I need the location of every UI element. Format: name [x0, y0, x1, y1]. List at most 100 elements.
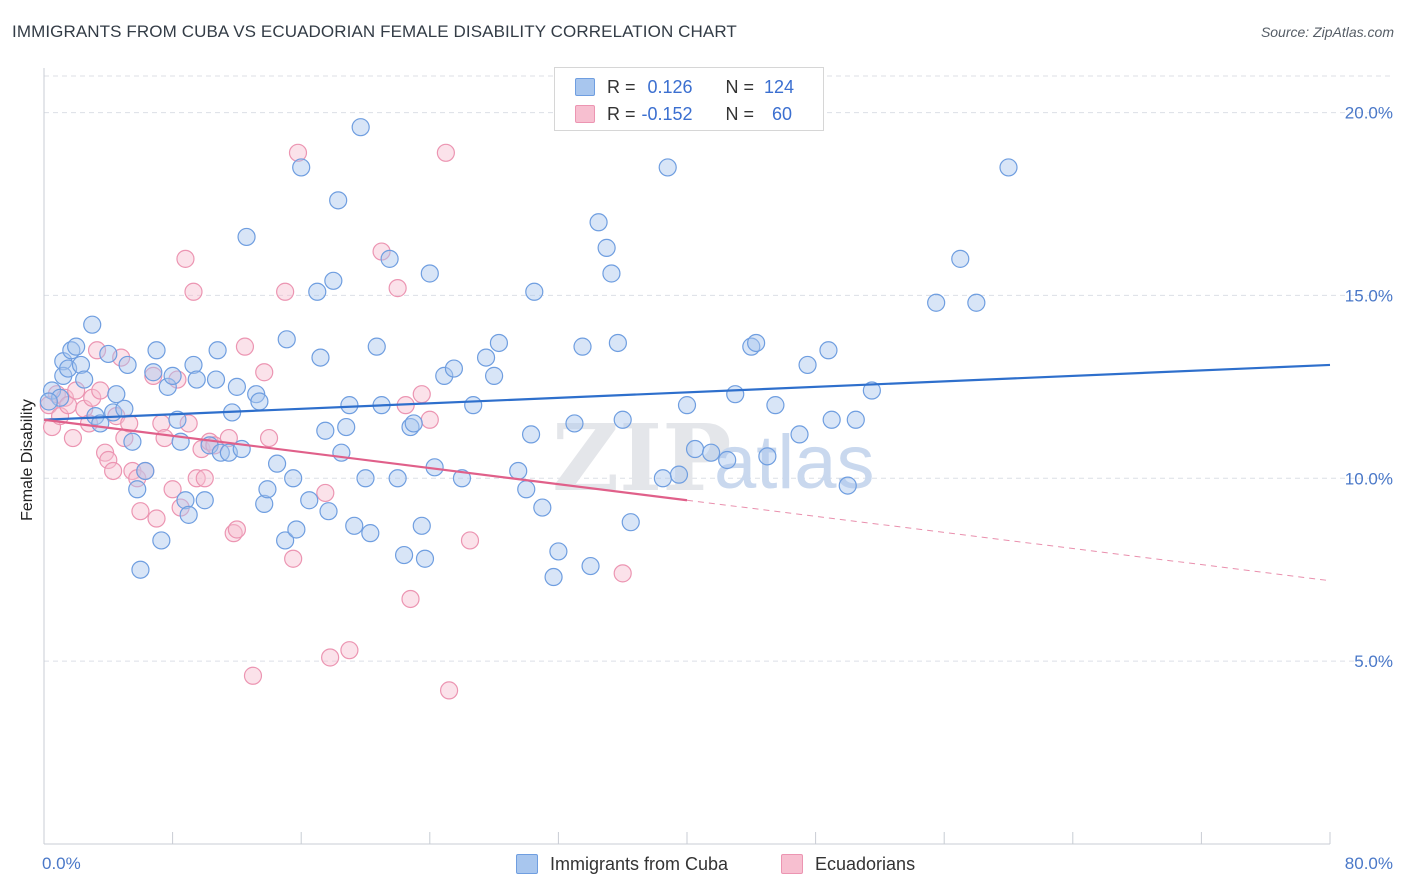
cuba-point — [152, 531, 171, 550]
cuba-point — [549, 542, 568, 561]
cuba-point — [255, 494, 274, 513]
y-tick-label: 15.0% — [1345, 286, 1393, 305]
cuba-point — [168, 410, 187, 429]
ecuadorians-point — [235, 337, 255, 356]
ecuadorians-point — [227, 520, 246, 539]
cuba-point — [83, 315, 102, 334]
cuba-point — [758, 447, 777, 466]
ecuadorians-point — [163, 480, 182, 499]
bottom-legend-label: Immigrants from Cuba — [550, 853, 729, 874]
cuba-point — [658, 158, 677, 177]
cuba-point — [187, 370, 206, 389]
cuba-point — [653, 469, 672, 488]
cuba-point — [340, 396, 359, 415]
ecuadorians-point — [340, 641, 359, 660]
cuba-point — [602, 264, 621, 283]
ecuadorians-point — [91, 381, 110, 400]
cuba-point — [608, 333, 627, 353]
cuba-point — [39, 392, 58, 411]
cuba-point — [677, 396, 697, 415]
cuba-point — [685, 439, 705, 459]
cuba-point — [517, 480, 536, 499]
ecuadorians-point — [321, 648, 340, 667]
axes — [43, 68, 1331, 845]
cuba-point — [544, 567, 563, 587]
cuba-point — [621, 513, 640, 532]
cuba-point — [394, 545, 414, 565]
x-tick-label: 80.0% — [1345, 854, 1393, 873]
watermark-atlas: atlas — [714, 420, 875, 505]
ecuadorians-trend-line — [43, 418, 688, 502]
cuba-point — [485, 366, 504, 385]
trend-lines — [43, 363, 1331, 582]
ecuadorians-point — [147, 509, 166, 528]
cuba-point — [420, 264, 439, 283]
ecuadorians-point — [243, 666, 263, 685]
cuba-point — [589, 213, 608, 232]
ecuadorians-point — [104, 461, 123, 481]
cuba-point — [324, 271, 343, 290]
cuba-point — [489, 333, 509, 353]
cuba-point — [452, 469, 472, 488]
ecuadorians-point — [131, 502, 150, 521]
cuba-point — [123, 432, 142, 451]
cuba-point — [311, 348, 330, 367]
ecuadorians-point — [99, 450, 118, 470]
ecuadorians-points — [39, 143, 632, 700]
y-tick-label: 10.0% — [1345, 469, 1393, 488]
legend-swatch-pink — [575, 105, 595, 123]
cuba-point — [158, 377, 177, 396]
cuba-point — [388, 469, 407, 488]
cuba-point — [718, 450, 737, 470]
cuba-point — [131, 560, 150, 579]
cuba-point — [476, 348, 496, 367]
cuba-point — [75, 370, 94, 389]
cuba-point — [509, 461, 528, 481]
cuba-point — [195, 491, 214, 510]
legend-row-cuba: R = 0.126 N = 124 — [575, 75, 794, 99]
cuba-point — [726, 385, 745, 404]
cuba-point — [464, 396, 483, 415]
legend-n-value: 60 — [772, 103, 793, 124]
cuba-point — [525, 282, 544, 301]
ecuadorians-point — [176, 249, 195, 268]
legend-swatch-blue — [575, 78, 595, 96]
chart-title: IMMIGRANTS FROM CUBA VS ECUADORIAN FEMAL… — [12, 22, 737, 41]
cuba-point — [999, 158, 1018, 177]
ecuadorians-point — [460, 531, 480, 550]
cuba-point — [404, 414, 423, 433]
cuba-point — [367, 337, 386, 356]
cuba-point — [316, 421, 335, 440]
cuba-point — [790, 425, 809, 444]
cuba-point — [179, 505, 198, 524]
cuba-points — [39, 118, 1018, 587]
bottom-legend-label: Ecuadorians — [815, 853, 916, 874]
cuba-point — [300, 491, 319, 510]
cuba-point — [208, 341, 227, 360]
legend-n-label: N = — [725, 76, 755, 97]
cuba-point — [613, 410, 632, 429]
cuba-point — [444, 359, 464, 378]
cuba-point — [107, 385, 126, 404]
ecuadorians-point — [288, 143, 308, 162]
bottom-legend-cuba: Immigrants from Cuba — [516, 852, 728, 876]
cuba-point — [258, 480, 277, 499]
cuba-point — [284, 469, 303, 488]
cuba-point — [50, 388, 70, 407]
bottom-legend-swatch-blue — [516, 854, 538, 874]
ecuadorians-point — [412, 385, 431, 404]
cuba-point — [267, 454, 287, 473]
legend-row-ecuadorians: R = -0.152 N = 60 — [575, 102, 792, 126]
legend-r-value: 0.126 — [647, 76, 693, 97]
cuba-point — [99, 344, 118, 364]
cuba-point — [227, 377, 246, 396]
ecuadorians-point — [87, 341, 107, 360]
cuba-point — [521, 425, 541, 444]
cuba-point — [292, 158, 311, 177]
cuba-point — [597, 238, 616, 257]
cuba-point — [573, 337, 592, 356]
cuba-point — [276, 531, 295, 550]
legend-n-value: 124 — [764, 76, 795, 97]
cuba-point — [747, 333, 766, 353]
